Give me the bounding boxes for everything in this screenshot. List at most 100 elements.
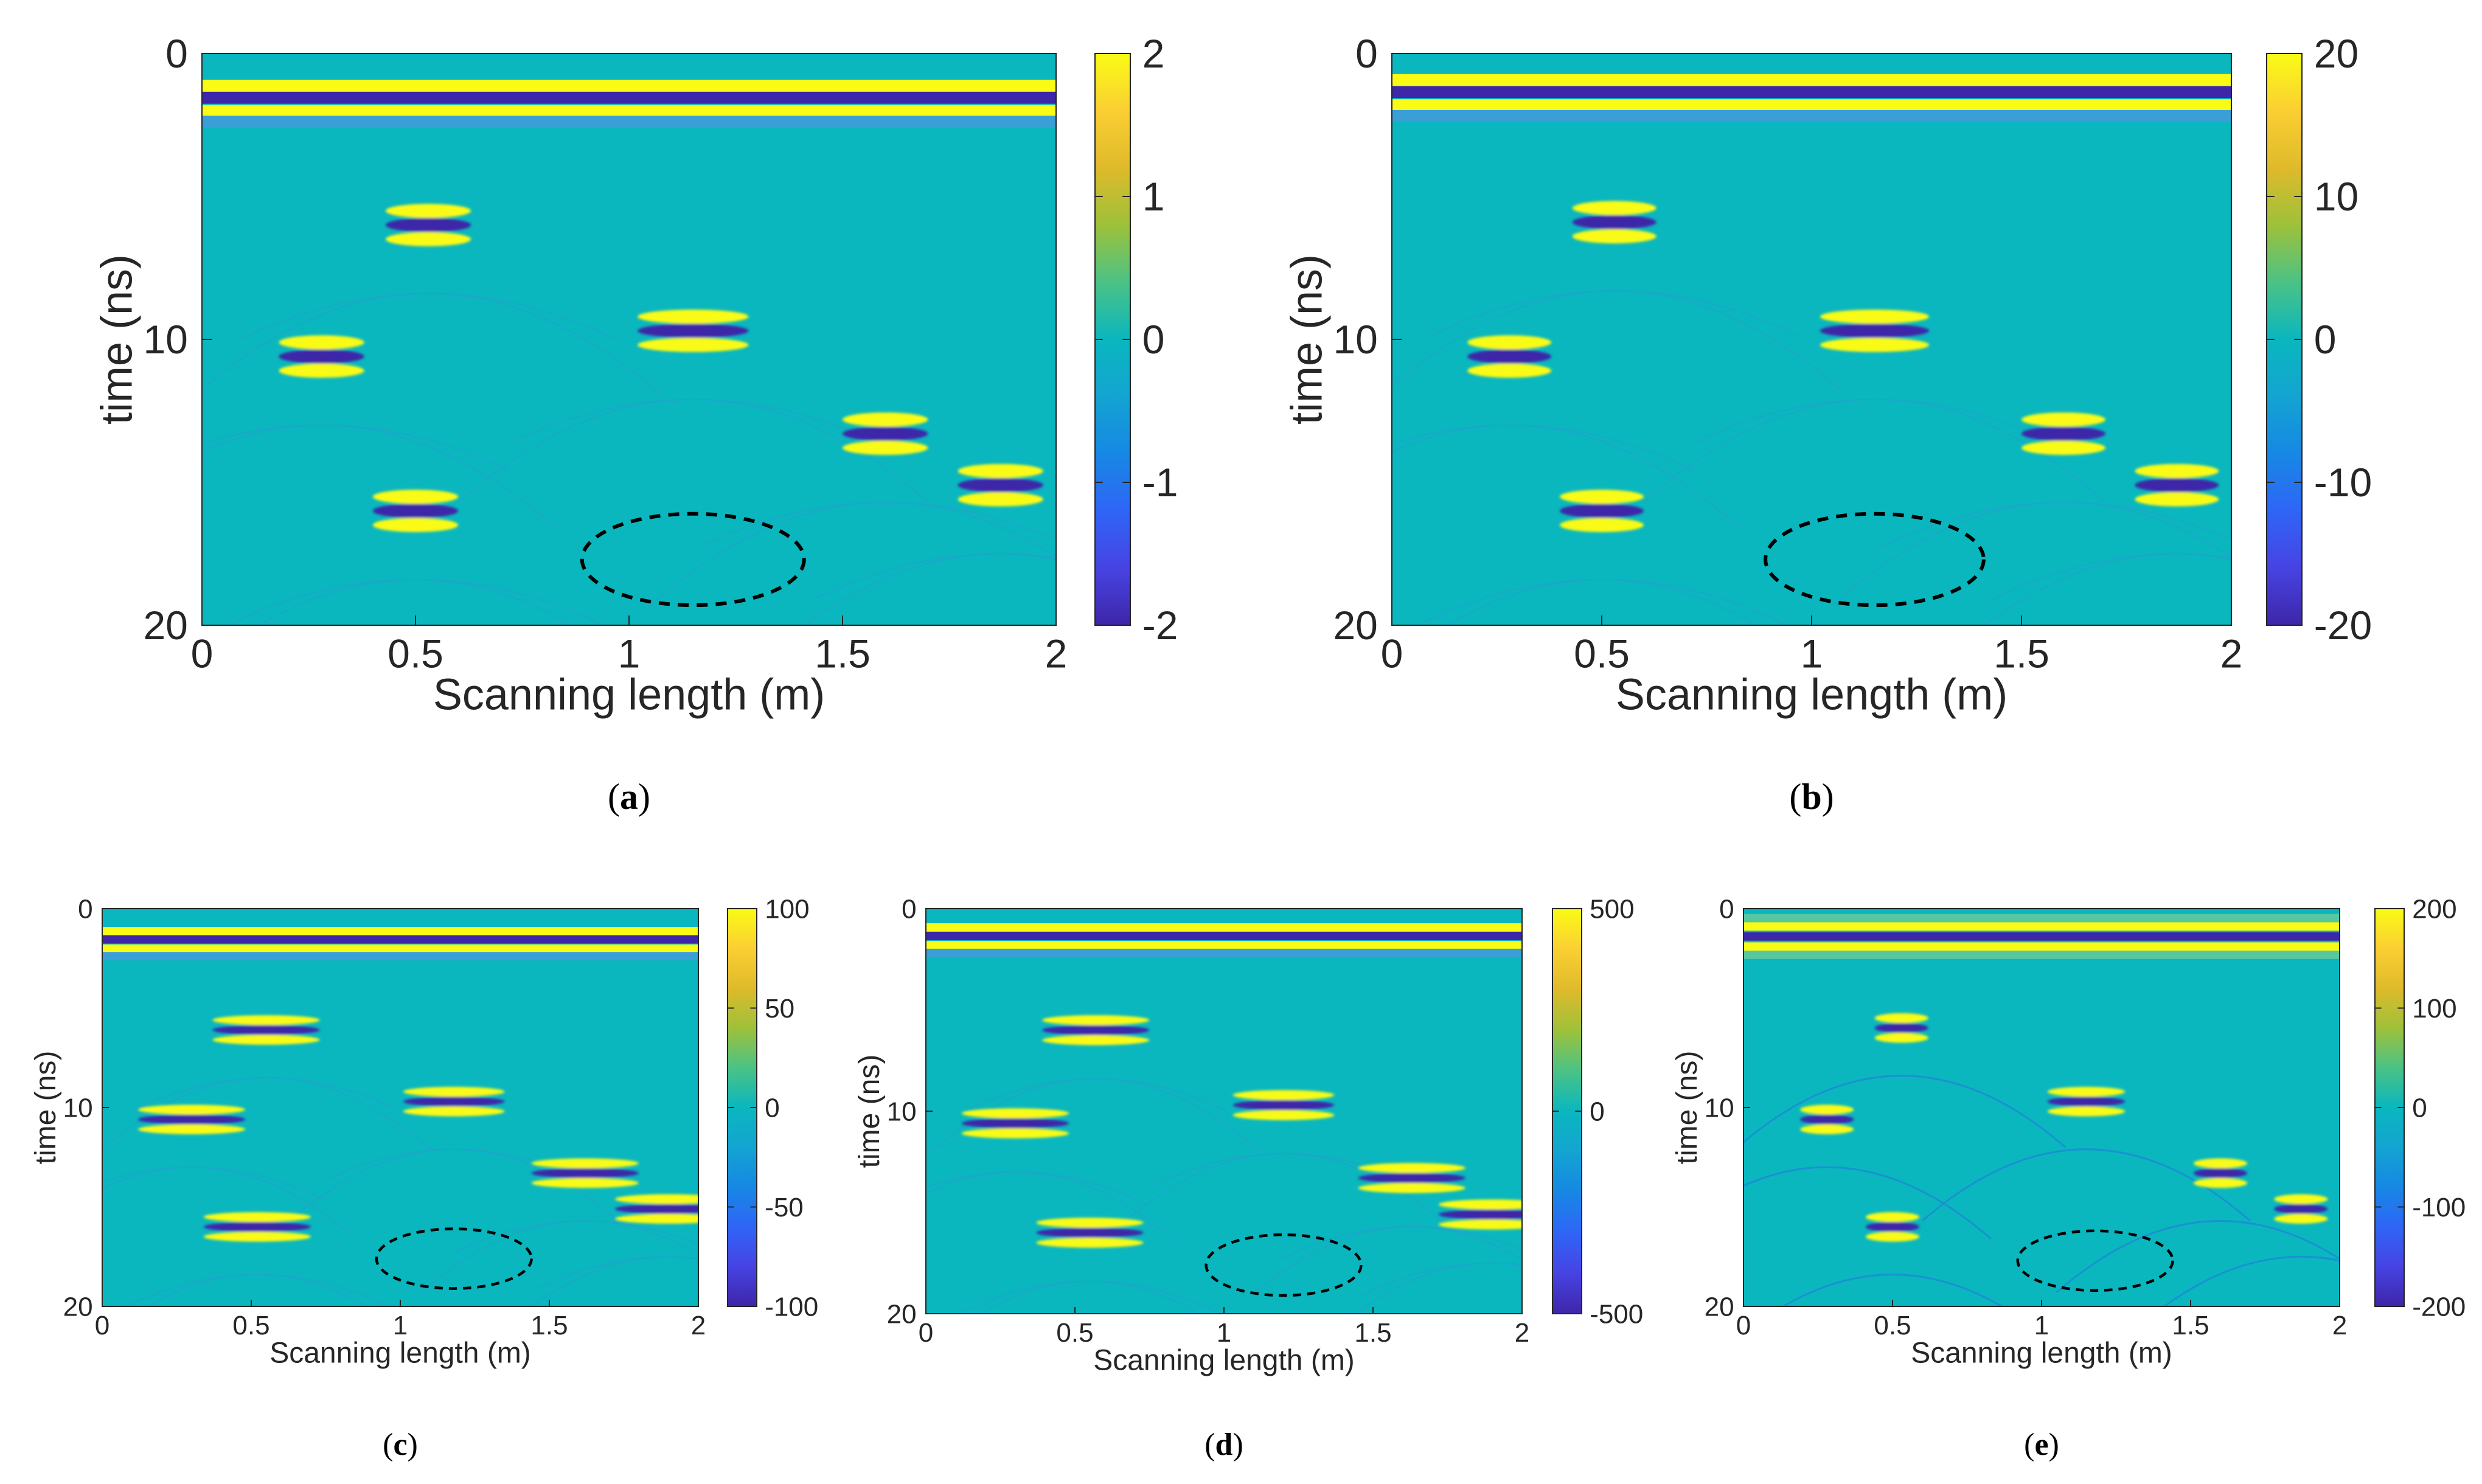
diffraction-tail — [1743, 1166, 1992, 1240]
target-band — [403, 1086, 505, 1097]
colorbar-tick-label: 20 — [2314, 31, 2359, 76]
target-reflection — [1560, 490, 1644, 532]
diffraction-tail — [650, 502, 1056, 606]
diffraction-tail — [2163, 1255, 2340, 1306]
diffraction-tail-inner — [964, 1078, 1228, 1112]
target-band — [2193, 1158, 2248, 1168]
diffraction-tail-inner — [125, 1274, 389, 1306]
diffraction-tail — [2056, 1219, 2340, 1294]
direct-wave-band — [926, 948, 1522, 957]
x-tick-label: 0 — [95, 1311, 109, 1340]
target-reflection — [212, 1015, 320, 1045]
target-band — [1865, 1222, 1920, 1232]
panel-d-plot — [926, 909, 1522, 1314]
diffraction-tail — [102, 1167, 356, 1240]
x-tick-label: 2 — [1515, 1318, 1529, 1348]
target-band — [1572, 229, 1656, 244]
target-band — [2135, 463, 2219, 479]
target-reflection — [203, 1212, 311, 1242]
direct-wave-band — [102, 944, 698, 953]
y-tick-label: 20 — [63, 1292, 93, 1322]
target-band — [1467, 363, 1552, 378]
target-band — [279, 363, 364, 378]
target-band — [1232, 1090, 1335, 1100]
target-reflection — [1820, 310, 1930, 352]
y-tick-label: 20 — [143, 603, 187, 648]
x-tick-label: 1 — [1801, 631, 1823, 676]
target-band — [1358, 1173, 1465, 1184]
target-band — [2047, 1086, 2126, 1097]
panel-a-highlight-ellipse — [580, 511, 806, 608]
target-band — [961, 1118, 1069, 1129]
x-axis-label: Scanning length (m) — [1093, 1344, 1355, 1376]
colorbar-tick-label: 100 — [2412, 994, 2456, 1024]
direct-wave-band — [926, 941, 1522, 950]
y-axis-label: time (ns) — [93, 254, 142, 425]
diffraction-tail-inner — [504, 398, 881, 446]
target-reflection — [1042, 1015, 1150, 1045]
diffraction-tail-inner — [202, 425, 510, 472]
x-tick-label: 2 — [2332, 1311, 2347, 1340]
panel-a-colorbar: 2 1 0 -1 -2 — [1094, 31, 1178, 648]
y-tick-label: 0 — [1355, 31, 1378, 76]
target-reflection — [958, 463, 1043, 507]
diffraction-tail — [979, 1280, 1200, 1314]
panel-c-plot — [102, 909, 698, 1306]
diffraction-tail — [804, 553, 1056, 625]
target-reflection — [1865, 1212, 1920, 1242]
panel-b-direct-wave — [1392, 74, 2231, 122]
target-band — [1036, 1218, 1144, 1228]
diffraction-tail — [202, 293, 664, 397]
target-band — [1036, 1238, 1144, 1248]
target-band — [1572, 201, 1656, 215]
diffraction-tail — [202, 425, 557, 529]
y-tick-label: 20 — [887, 1299, 917, 1329]
target-band — [1874, 1033, 1928, 1043]
direct-wave-band — [1392, 74, 2231, 86]
target-band — [1036, 1227, 1144, 1238]
target-band — [2193, 1168, 2248, 1179]
y-tick-label: 10 — [63, 1093, 93, 1123]
target-reflection — [1467, 335, 1552, 378]
x-tick-label: 1 — [618, 631, 641, 676]
target-band — [2274, 1194, 2328, 1204]
x-tick-label: 2 — [691, 1311, 706, 1340]
diffraction-tail — [1781, 1274, 2004, 1306]
target-band — [212, 1015, 320, 1025]
target-reflection — [843, 412, 928, 455]
colorbar-tick-label: -500 — [1590, 1299, 1643, 1329]
y-tick-label: 10 — [887, 1097, 917, 1126]
target-band — [385, 204, 471, 218]
diffraction-tail-inner — [227, 578, 604, 625]
colorbar-tick-label: 2 — [1142, 31, 1165, 76]
target-reflection — [403, 1086, 505, 1117]
direct-wave-band — [202, 91, 1056, 104]
target-reflection — [2021, 412, 2105, 455]
target-reflection — [2193, 1158, 2248, 1188]
colorbar-tick-label: -1 — [1142, 460, 1178, 505]
diffraction-tail — [1354, 1262, 1522, 1314]
direct-wave-band — [1743, 922, 2340, 931]
target-reflection — [2135, 463, 2219, 507]
target-band — [958, 492, 1043, 507]
diffraction-tail-inner — [1360, 1262, 1522, 1296]
target-band — [2193, 1178, 2248, 1188]
direct-wave-band — [1392, 109, 2231, 122]
target-reflection — [961, 1108, 1069, 1139]
diffraction-tail-inner — [134, 1077, 398, 1111]
target-band — [2135, 492, 2219, 507]
target-band — [1560, 504, 1644, 518]
panel-b-plot — [1392, 54, 2231, 625]
target-band — [961, 1128, 1069, 1139]
target-band — [203, 1212, 311, 1222]
diffraction-tail-inner — [1429, 290, 1799, 338]
target-band — [1042, 1025, 1150, 1036]
x-tick-label: 1.5 — [530, 1311, 568, 1340]
target-band — [614, 1194, 698, 1204]
colorbar-tick-label: -200 — [2412, 1292, 2466, 1322]
target-band — [212, 1035, 320, 1045]
target-band — [958, 463, 1043, 479]
direct-wave-band — [102, 952, 698, 960]
colorbar-tick-label: -100 — [2412, 1193, 2466, 1222]
x-tick-label: 0.5 — [232, 1311, 269, 1340]
